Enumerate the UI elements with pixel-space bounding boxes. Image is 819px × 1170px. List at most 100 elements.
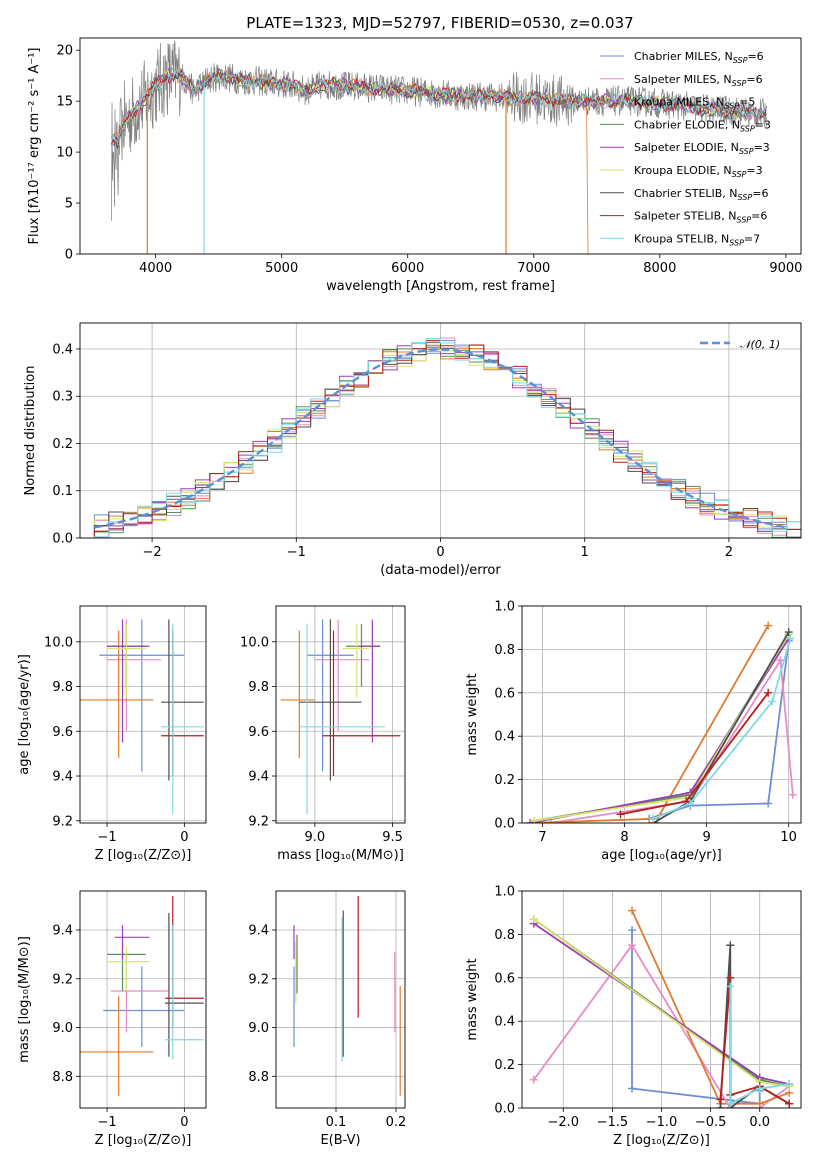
- legend-label: Kroupa ELODIE, NSSP=3: [634, 164, 763, 179]
- y-axis-label: Flux [fλ10⁻¹⁷ erg cm⁻² s⁻¹ A⁻¹]: [27, 48, 42, 245]
- y-tick-label: 0.6: [494, 971, 515, 986]
- legend-label-suffix: =6: [747, 50, 763, 63]
- x-axis-label: Z [log₁₀(Z/Z⊙)]: [95, 1133, 192, 1148]
- axes-frame: [79, 322, 802, 539]
- axes-frame: [79, 605, 207, 824]
- x-tick-label: −1: [287, 545, 306, 560]
- y-tick-label: 9.4: [52, 770, 73, 785]
- x-axis-label: wavelength [Angstrom, rest frame]: [326, 279, 555, 294]
- x-axis-label: Z [log₁₀(Z/Z⊙)]: [613, 1133, 710, 1148]
- spectrum-panel: 4000 5000 6000 7000 8000 9000 0 5 10 15 20 waveleng…: [27, 37, 802, 294]
- legend-label-main: Salpeter STELIB, N: [634, 210, 736, 223]
- y-tick-label: 0.2: [494, 773, 515, 788]
- y-tick-label: 9.8: [52, 680, 73, 695]
- axes-frame: [275, 890, 406, 1109]
- legend-label: Salpeter ELODIE, NSSP=3: [634, 141, 770, 156]
- y-tick-label: 0.1: [52, 484, 73, 499]
- legend-label-subscript: SSP: [739, 147, 754, 156]
- plus-marker: [784, 628, 793, 637]
- legend-label-suffix: =3: [754, 141, 770, 154]
- legend-label: Chabrier MILES, NSSP=6: [634, 50, 764, 65]
- y-tick-label: 1.0: [494, 600, 515, 615]
- legend-label-subscript: SSP: [732, 170, 747, 179]
- y-tick-label: 0.8: [494, 643, 515, 658]
- plot-area: [529, 906, 794, 1108]
- plus-marker: [628, 906, 637, 915]
- y-tick-label: 9.6: [52, 725, 73, 740]
- plus-marker: [786, 634, 795, 643]
- mass-weight-vs-age-panel: 7 8 9 10 0.0 0.2 0.4 0.6 0.8 1.0 age [log₁₀(age/yr…: [465, 600, 802, 863]
- legend-label-suffix: =6: [751, 210, 767, 223]
- plus-marker: [764, 621, 773, 630]
- x-tick-label: 9.0: [305, 830, 326, 845]
- y-tick-label: 9.0: [248, 1021, 269, 1036]
- legend-label-main: Chabrier STELIB, N: [634, 187, 738, 200]
- plot-area: [80, 895, 204, 1096]
- plot-area: [80, 619, 204, 815]
- legend-label-subscript: SSP: [733, 56, 748, 65]
- legend-label-subscript: SSP: [732, 79, 747, 88]
- y-tick-label: 20: [56, 44, 73, 59]
- y-tick-label: 0.4: [494, 730, 515, 745]
- y-tick-label: 8.8: [248, 1070, 269, 1085]
- x-axis-label: E(B-V): [320, 1133, 360, 1148]
- legend-label-main: Salpeter MILES, N: [634, 73, 732, 86]
- y-tick-label: 9.2: [52, 972, 73, 987]
- legend-label-suffix: =6: [752, 187, 768, 200]
- spectrum-title: PLATE=1323, MJD=52797, FIBERID=0530, z=0…: [246, 14, 633, 32]
- legend-label-suffix: =3: [755, 118, 771, 131]
- plus-marker: [616, 810, 625, 819]
- x-tick-label: 8000: [643, 261, 676, 276]
- y-tick-label: 0.8: [494, 928, 515, 943]
- x-tick-label: 0.2: [386, 1115, 407, 1130]
- y-tick-label: 9.6: [248, 725, 269, 740]
- x-axis-label: age [log₁₀(age/yr)]: [601, 848, 722, 863]
- mass-weight-line: [729, 986, 790, 1106]
- residual-histogram-panel: −2 −1 0 1 2 0.0 0.1 0.2 0.3 0.4 (data-model)/error…: [23, 322, 802, 578]
- model-spectrum-line: [111, 67, 767, 146]
- y-tick-label: 15: [56, 95, 73, 110]
- plot-area: [111, 40, 768, 254]
- plus-marker: [649, 814, 658, 823]
- legend-label: Kroupa MILES, NSSP=5: [634, 96, 755, 111]
- plus-marker: [755, 1099, 764, 1108]
- y-tick-label: 9.0: [52, 1021, 73, 1036]
- normal-reference-curve: [94, 348, 787, 529]
- legend-label-suffix: =6: [746, 73, 762, 86]
- y-tick-label: 10.0: [240, 635, 269, 650]
- axes-frame: [275, 605, 406, 824]
- x-tick-label: −0.5: [695, 1115, 727, 1130]
- y-tick-label: 8.8: [52, 1070, 73, 1085]
- x-tick-label: −1.0: [646, 1115, 678, 1130]
- x-tick-label: 2: [725, 545, 733, 560]
- y-tick-label: 0: [65, 248, 73, 263]
- plot-area: [80, 337, 801, 538]
- legend-label-subscript: SSP: [740, 124, 755, 133]
- y-tick-label: 0.0: [52, 532, 73, 547]
- x-tick-label: −1.5: [597, 1115, 629, 1130]
- y-tick-label: 9.2: [248, 972, 269, 987]
- plus-marker: [726, 941, 735, 950]
- x-tick-label: 0: [436, 545, 444, 560]
- legend-label-suffix: =5: [739, 96, 755, 109]
- mass-vs-ebv-panel: 0.1 0.2 8.8 9.0 9.2 9.4 E(B-V): [248, 890, 407, 1148]
- plus-marker: [526, 819, 535, 823]
- plus-marker: [686, 799, 695, 808]
- y-tick-label: 0.2: [52, 437, 73, 452]
- y-tick-label: 0.6: [494, 686, 515, 701]
- mass-weight-line: [530, 638, 790, 823]
- y-axis-label: mass weight: [465, 958, 480, 1040]
- mass-weight-line: [652, 631, 790, 823]
- plus-marker: [682, 797, 691, 806]
- age-vs-metallicity-panel: −1 0 9.2 9.4 9.6 9.8 10.0 Z [log₁₀(Z/Z⊙)] age [l…: [17, 605, 207, 863]
- y-tick-label: 0.3: [52, 390, 73, 405]
- plus-marker: [726, 973, 735, 982]
- plus-marker: [546, 819, 555, 823]
- plus-marker: [764, 688, 773, 697]
- plus-marker: [628, 926, 637, 935]
- y-tick-label: 10: [56, 146, 73, 161]
- legend-label-main: Kroupa MILES, N: [634, 96, 724, 109]
- y-tick-label: 9.4: [248, 924, 269, 939]
- x-tick-label: 0.0: [749, 1115, 770, 1130]
